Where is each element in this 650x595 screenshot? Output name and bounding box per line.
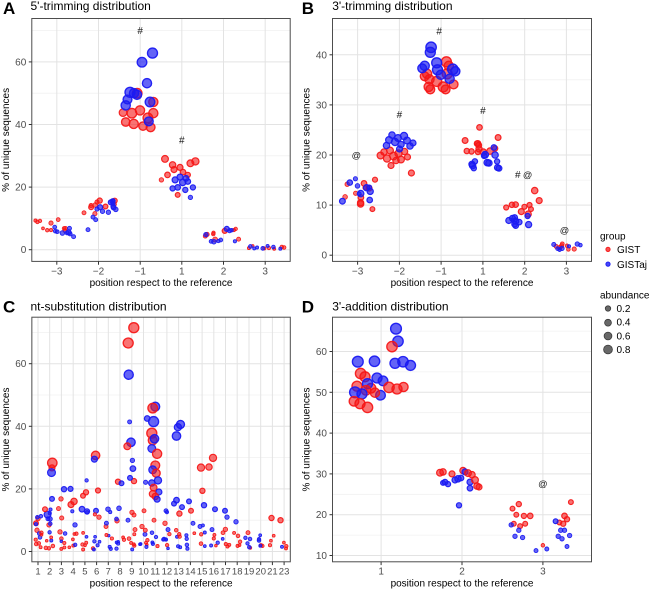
- svg-text:60: 60: [15, 57, 27, 68]
- svg-text:9: 9: [129, 566, 134, 577]
- svg-text:2: 2: [221, 266, 227, 277]
- svg-text:B: B: [302, 0, 314, 18]
- svg-text:10: 10: [316, 551, 328, 562]
- svg-text:% of unique sequences: % of unique sequences: [1, 388, 12, 492]
- svg-text:3: 3: [564, 266, 570, 277]
- svg-text:0.2: 0.2: [617, 304, 631, 315]
- svg-text:5'-trimming distribution: 5'-trimming distribution: [31, 0, 151, 13]
- svg-text:% of unique sequences: % of unique sequences: [302, 388, 313, 492]
- svg-text:@: @: [560, 226, 569, 236]
- svg-text:0.6: 0.6: [617, 331, 631, 342]
- svg-text:60: 60: [15, 359, 27, 370]
- svg-text:D: D: [302, 297, 314, 316]
- svg-text:10: 10: [316, 201, 328, 212]
- svg-text:−2: −2: [394, 266, 406, 277]
- svg-text:GIST: GIST: [617, 245, 640, 256]
- svg-text:#: #: [397, 110, 403, 121]
- svg-text:40: 40: [15, 120, 27, 131]
- svg-text:−3: −3: [352, 266, 364, 277]
- svg-text:2: 2: [522, 266, 528, 277]
- svg-text:#: #: [179, 136, 185, 147]
- svg-text:position respect to the refere: position respect to the reference: [90, 278, 233, 289]
- svg-text:2: 2: [47, 566, 52, 577]
- svg-text:20: 20: [15, 183, 27, 194]
- svg-text:30: 30: [316, 469, 328, 480]
- svg-text:% of unique sequences: % of unique sequences: [302, 88, 313, 192]
- svg-text:#: #: [480, 106, 486, 117]
- svg-text:2: 2: [459, 566, 465, 577]
- svg-text:−2: −2: [93, 266, 105, 277]
- svg-text:13: 13: [173, 566, 184, 577]
- svg-text:1: 1: [480, 266, 486, 277]
- svg-text:−3: −3: [51, 266, 63, 277]
- svg-text:1: 1: [378, 566, 384, 577]
- svg-text:3: 3: [540, 566, 546, 577]
- svg-text:0: 0: [21, 245, 27, 256]
- svg-text:7: 7: [106, 566, 111, 577]
- svg-text:3'-addition distribution: 3'-addition distribution: [332, 299, 448, 313]
- svg-text:GISTaj: GISTaj: [617, 260, 647, 271]
- svg-text:11: 11: [150, 566, 160, 577]
- svg-text:C: C: [3, 297, 15, 316]
- svg-text:@: @: [352, 151, 361, 161]
- svg-text:#: #: [137, 26, 143, 37]
- svg-text:6: 6: [94, 566, 99, 577]
- svg-text:12: 12: [162, 566, 173, 577]
- svg-text:0: 0: [21, 547, 27, 558]
- svg-text:19: 19: [244, 566, 255, 577]
- svg-text:position respect to the refere: position respect to the reference: [391, 278, 534, 289]
- svg-text:20: 20: [15, 484, 27, 495]
- svg-text:20: 20: [255, 566, 266, 577]
- svg-text:#: #: [436, 26, 442, 37]
- svg-text:4: 4: [71, 566, 76, 577]
- svg-text:group: group: [600, 232, 626, 243]
- svg-text:15: 15: [197, 566, 208, 577]
- svg-text:21: 21: [267, 566, 278, 577]
- svg-text:position respect to the refere: position respect to the reference: [391, 579, 534, 590]
- svg-text:16: 16: [209, 566, 220, 577]
- svg-text:30: 30: [316, 100, 328, 111]
- svg-text:5: 5: [82, 566, 87, 577]
- svg-text:abundance: abundance: [600, 291, 650, 302]
- svg-text:60: 60: [316, 347, 328, 358]
- svg-text:1: 1: [179, 266, 185, 277]
- svg-text:position respect to the refere: position respect to the reference: [90, 579, 233, 590]
- svg-text:17: 17: [220, 566, 231, 577]
- svg-text:40: 40: [316, 50, 328, 61]
- svg-text:14: 14: [185, 566, 196, 577]
- svg-text:1: 1: [35, 566, 40, 577]
- svg-text:#: #: [515, 170, 521, 181]
- svg-text:40: 40: [316, 429, 328, 440]
- svg-text:8: 8: [117, 566, 122, 577]
- svg-text:3'-trimming distribution: 3'-trimming distribution: [332, 0, 452, 13]
- svg-text:A: A: [3, 0, 15, 18]
- svg-text:18: 18: [232, 566, 243, 577]
- svg-text:−1: −1: [435, 266, 447, 277]
- svg-text:20: 20: [316, 151, 328, 162]
- svg-text:% of unique sequences: % of unique sequences: [1, 88, 12, 192]
- svg-text:3: 3: [59, 566, 64, 577]
- svg-text:@: @: [538, 479, 547, 489]
- svg-text:10: 10: [138, 566, 149, 577]
- svg-text:@: @: [523, 170, 532, 180]
- svg-text:0.8: 0.8: [617, 345, 631, 356]
- svg-text:−1: −1: [134, 266, 146, 277]
- svg-text:20: 20: [316, 510, 328, 521]
- svg-text:nt-substitution distribution: nt-substitution distribution: [31, 299, 167, 313]
- svg-text:0: 0: [321, 251, 327, 262]
- svg-text:50: 50: [316, 388, 328, 399]
- svg-text:3: 3: [262, 266, 268, 277]
- svg-text:40: 40: [15, 422, 27, 433]
- svg-text:0.4: 0.4: [617, 318, 631, 329]
- svg-text:23: 23: [279, 566, 290, 577]
